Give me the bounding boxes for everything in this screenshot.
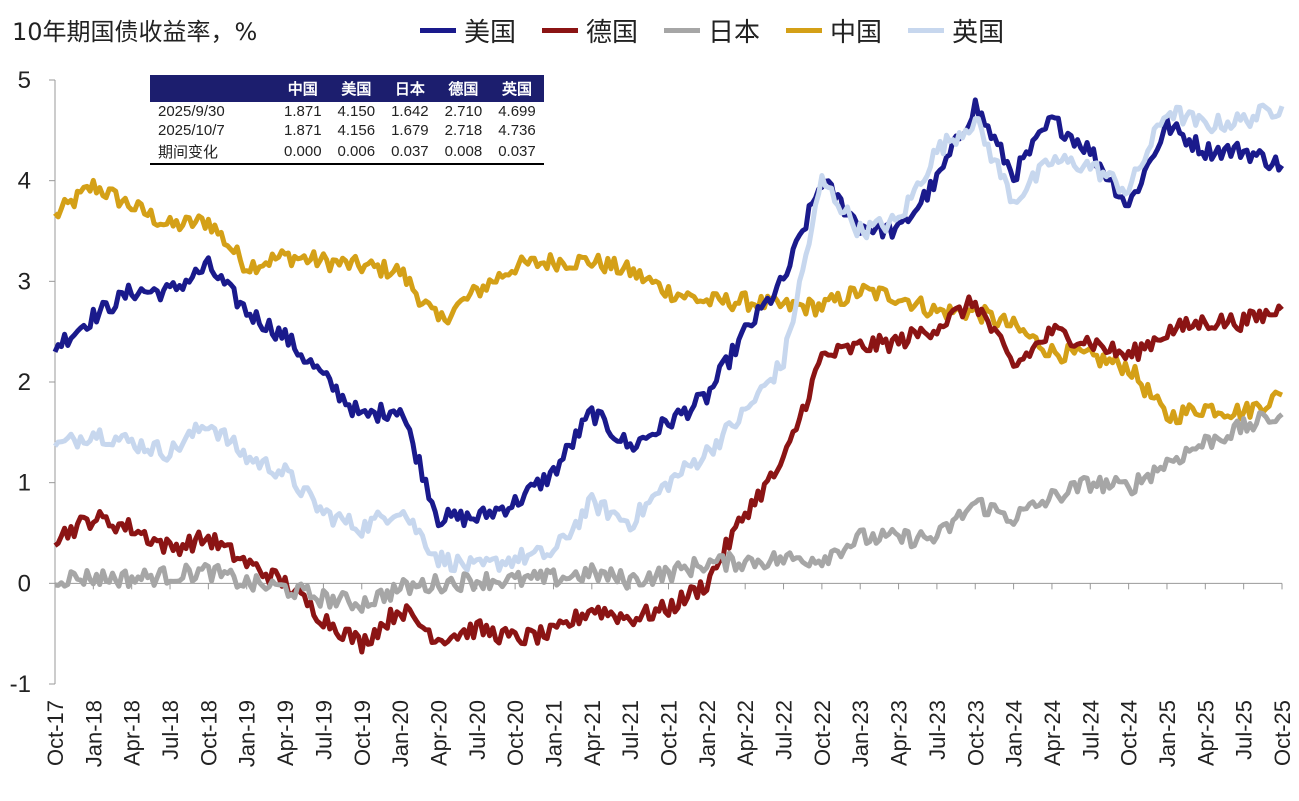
x-tick-label: Apr-23 bbox=[887, 700, 912, 766]
x-tick-label: Apr-19 bbox=[273, 700, 298, 766]
y-tick-label: 5 bbox=[18, 67, 31, 94]
table-header-cell bbox=[150, 75, 276, 102]
x-tick-label: Jan-20 bbox=[388, 700, 413, 767]
x-tick-label: Jul-21 bbox=[618, 700, 643, 760]
x-tick-label: Jul-24 bbox=[1078, 700, 1103, 760]
y-tick-label: 2 bbox=[18, 369, 31, 396]
table-header-row: 中国 美国 日本 德国 英国 bbox=[150, 75, 544, 102]
x-tick-label: Apr-24 bbox=[1040, 700, 1065, 766]
yield-table: 中国 美国 日本 德国 英国 2025/9/30 1.871 4.150 1.6… bbox=[150, 75, 544, 165]
table-cell: 0.000 bbox=[276, 140, 330, 165]
x-tick-label: Oct-21 bbox=[657, 700, 682, 766]
x-tick-label: Apr-21 bbox=[580, 700, 605, 766]
table-cell: 1.871 bbox=[276, 102, 330, 121]
x-tick-label: Jul-20 bbox=[465, 700, 490, 760]
x-tick-label: Oct-25 bbox=[1270, 700, 1295, 766]
x-tick-label: Jul-19 bbox=[311, 700, 336, 760]
table-cell: 2.718 bbox=[436, 121, 491, 140]
x-tick-label: Jan-22 bbox=[695, 700, 720, 767]
y-tick-label: 3 bbox=[18, 268, 31, 295]
legend-item-cn: 中国 bbox=[786, 12, 882, 49]
x-tick-label: Jan-23 bbox=[848, 700, 873, 767]
table-cell: 1.679 bbox=[383, 121, 437, 140]
table-cell: 0.008 bbox=[436, 140, 491, 165]
legend-swatch-us bbox=[420, 28, 456, 33]
x-tick-label: Apr-20 bbox=[426, 700, 451, 766]
x-tick-label: Jan-18 bbox=[81, 700, 106, 767]
table-header-cell: 英国 bbox=[490, 75, 544, 102]
x-tick-label: Jan-19 bbox=[235, 700, 260, 767]
x-tick-label: Jan-21 bbox=[541, 700, 566, 767]
table-row: 期间变化 0.000 0.006 0.037 0.008 0.037 bbox=[150, 140, 544, 165]
x-tick-label: Oct-19 bbox=[350, 700, 375, 766]
table-header-cell: 美国 bbox=[329, 75, 384, 102]
table-cell: 期间变化 bbox=[150, 140, 276, 165]
table-cell: 4.699 bbox=[490, 102, 544, 121]
table-cell: 1.642 bbox=[383, 102, 437, 121]
table-cell: 0.037 bbox=[383, 140, 437, 165]
legend-label-jp: 日本 bbox=[708, 18, 761, 48]
x-tick-label: Jul-23 bbox=[925, 700, 950, 760]
series-line-4 bbox=[54, 410, 1284, 614]
table-header-cell: 日本 bbox=[383, 75, 437, 102]
x-tick-label: Apr-22 bbox=[733, 700, 758, 766]
legend-label-uk: 英国 bbox=[952, 18, 1005, 48]
table-cell: 2025/9/30 bbox=[150, 102, 276, 121]
table-cell: 2025/10/7 bbox=[150, 121, 276, 140]
x-tick-label: Oct-20 bbox=[503, 700, 528, 766]
series-line-1 bbox=[52, 97, 1285, 529]
table-header-cell: 德国 bbox=[436, 75, 491, 102]
x-tick-label: Jul-18 bbox=[158, 700, 183, 760]
table-cell: 4.150 bbox=[329, 102, 384, 121]
legend-swatch-de bbox=[542, 28, 579, 33]
table-row: 2025/10/7 1.871 4.156 1.679 2.718 4.736 bbox=[150, 121, 544, 140]
x-tick-label: Oct-22 bbox=[810, 700, 835, 766]
y-tick-label: 0 bbox=[18, 570, 31, 597]
legend-swatch-uk bbox=[908, 28, 945, 33]
x-tick-label: Oct-23 bbox=[963, 700, 988, 766]
y-tick-label: -1 bbox=[10, 671, 31, 698]
x-tick-label: Jul-25 bbox=[1232, 700, 1257, 760]
table-header-cell: 中国 bbox=[276, 75, 330, 102]
table-cell: 4.156 bbox=[329, 121, 384, 140]
table-cell: 0.037 bbox=[490, 140, 544, 165]
y-tick-label: 1 bbox=[18, 470, 31, 497]
table-cell: 2.710 bbox=[436, 102, 491, 121]
table-row: 2025/9/30 1.871 4.150 1.642 2.710 4.699 bbox=[150, 102, 544, 121]
x-tick-label: Oct-18 bbox=[196, 700, 221, 766]
x-tick-label: Apr-25 bbox=[1193, 700, 1218, 766]
x-tick-label: Jan-24 bbox=[1002, 700, 1027, 767]
legend-item-us: 美国 bbox=[420, 12, 516, 49]
series-line-2 bbox=[53, 102, 1285, 574]
x-tick-label: Jan-25 bbox=[1155, 700, 1180, 767]
x-tick-label: Oct-17 bbox=[43, 700, 68, 766]
legend-item-uk: 英国 bbox=[908, 12, 1004, 49]
legend-swatch-jp bbox=[664, 28, 701, 33]
legend-item-de: 德国 bbox=[542, 12, 638, 49]
x-tick-label: Apr-18 bbox=[120, 700, 145, 766]
table-cell: 4.736 bbox=[490, 121, 544, 140]
legend-swatch-cn bbox=[786, 28, 823, 33]
series-line-3 bbox=[53, 294, 1284, 655]
y-tick-label: 4 bbox=[18, 168, 31, 195]
x-tick-label: Jul-22 bbox=[772, 700, 797, 760]
legend: 美国 德国 日本 中国 英国 bbox=[420, 12, 1004, 49]
x-tick-label: Oct-24 bbox=[1117, 700, 1142, 766]
table-cell: 1.871 bbox=[276, 121, 330, 140]
legend-label-cn: 中国 bbox=[830, 18, 883, 48]
legend-label-us: 美国 bbox=[464, 18, 517, 48]
legend-item-jp: 日本 bbox=[664, 12, 760, 49]
table-cell: 0.006 bbox=[329, 140, 384, 165]
chart-title: 10年期国债收益率，% bbox=[12, 18, 258, 46]
legend-label-de: 德国 bbox=[586, 18, 639, 48]
